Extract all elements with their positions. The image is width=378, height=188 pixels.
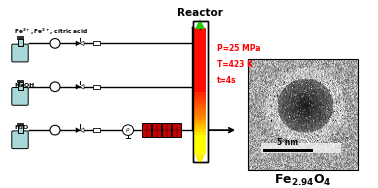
Bar [194, 63, 206, 67]
Bar [194, 85, 206, 88]
Text: T=423 K: T=423 K [217, 60, 253, 69]
Text: 5 nm: 5 nm [277, 137, 299, 146]
Bar [194, 126, 206, 129]
Bar [194, 94, 206, 98]
Bar [17, 36, 23, 39]
Bar [192, 21, 208, 162]
Polygon shape [80, 84, 84, 89]
Bar [194, 79, 206, 82]
Bar [194, 107, 206, 110]
Polygon shape [195, 154, 205, 166]
Text: $\mathbf{NaOH}$: $\mathbf{NaOH}$ [14, 81, 36, 89]
Bar [194, 144, 206, 148]
FancyBboxPatch shape [12, 131, 28, 149]
Bar [194, 110, 206, 114]
Text: $\rho$: $\rho$ [125, 126, 131, 134]
Bar [263, 149, 313, 152]
Text: P=25 MPa: P=25 MPa [217, 44, 260, 53]
Text: $\mathbf{Fe_{2.94}O_4}$: $\mathbf{Fe_{2.94}O_4}$ [274, 173, 332, 188]
Bar [194, 75, 206, 79]
Text: t=4s: t=4s [217, 77, 237, 86]
Bar [93, 128, 100, 132]
Bar [194, 129, 206, 132]
Text: $\mathbf{H_2O}$: $\mathbf{H_2O}$ [14, 123, 29, 132]
Polygon shape [76, 128, 80, 132]
Bar [17, 80, 23, 82]
Bar [194, 113, 206, 117]
Bar [172, 123, 181, 137]
Bar [194, 54, 206, 57]
Bar [194, 104, 206, 107]
Bar [194, 122, 206, 126]
Bar [142, 123, 151, 137]
Bar [194, 32, 206, 35]
Bar [194, 138, 206, 142]
FancyBboxPatch shape [12, 44, 28, 62]
Bar [194, 135, 206, 139]
Bar [17, 82, 23, 90]
Bar [17, 125, 23, 133]
Bar [261, 143, 341, 153]
Polygon shape [76, 41, 80, 46]
Text: $\mathbf{Fe^{3+},Fe^{2+}}$, citric acid: $\mathbf{Fe^{3+},Fe^{2+}}$, citric acid [14, 26, 88, 37]
Bar [194, 101, 206, 104]
Bar [194, 97, 206, 101]
Bar [194, 35, 206, 38]
Bar [194, 72, 206, 76]
Bar [194, 88, 206, 92]
Bar [194, 57, 206, 60]
Bar [17, 39, 23, 46]
Bar [194, 41, 206, 45]
Bar [194, 151, 206, 154]
Bar [194, 147, 206, 151]
Bar [194, 60, 206, 63]
Bar [194, 82, 206, 85]
Bar [194, 66, 206, 70]
Polygon shape [80, 128, 84, 132]
Polygon shape [80, 41, 84, 46]
Bar [194, 132, 206, 135]
Bar [162, 123, 171, 137]
Bar [248, 59, 358, 170]
Circle shape [122, 125, 133, 135]
Bar [93, 85, 100, 89]
Bar [194, 69, 206, 73]
Bar [192, 21, 208, 162]
Bar [194, 141, 206, 145]
Bar [93, 41, 100, 45]
Bar [194, 116, 206, 120]
Bar [152, 123, 161, 137]
Bar [194, 91, 206, 95]
Bar [17, 123, 23, 125]
Bar [194, 47, 206, 51]
Text: Reactor: Reactor [177, 8, 223, 17]
Polygon shape [76, 84, 80, 89]
Circle shape [50, 125, 60, 135]
Bar [194, 44, 206, 48]
Bar [194, 119, 206, 123]
Bar [194, 28, 206, 32]
Circle shape [50, 39, 60, 48]
FancyBboxPatch shape [12, 88, 28, 105]
Bar [194, 38, 206, 41]
Polygon shape [195, 19, 205, 29]
Bar [194, 50, 206, 54]
Circle shape [50, 82, 60, 92]
